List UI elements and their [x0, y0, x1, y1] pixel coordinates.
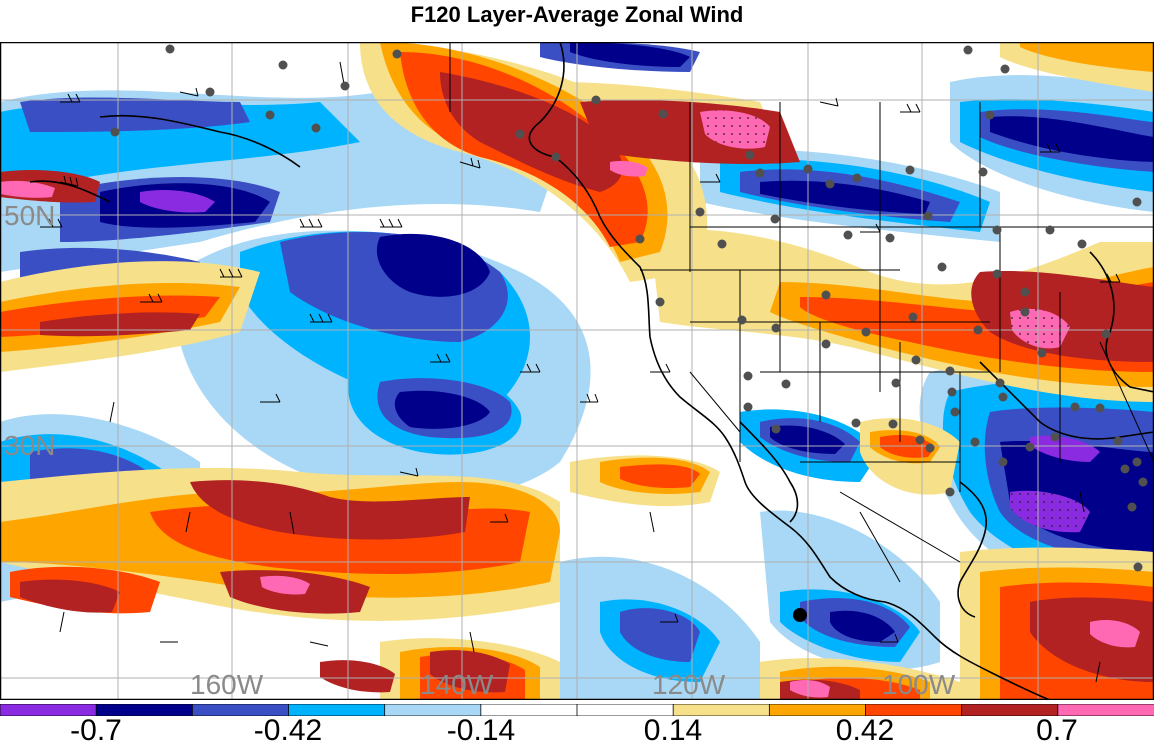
- colorbar: [0, 704, 1154, 716]
- lat-label-50n: 50N: [4, 200, 55, 231]
- highlight-marker: [793, 608, 807, 622]
- colorbar-tick-label: -0.14: [446, 714, 516, 747]
- lon-label-120w: 120W: [652, 669, 726, 700]
- colorbar-segment: [1057, 704, 1154, 716]
- state-borders: [449, 42, 1154, 583]
- colorbar-tick-label: -0.7: [70, 714, 122, 747]
- colorbar-tick-label: 0.7: [1036, 714, 1078, 747]
- zonal-wind-map: 50N 30N 160W 140W 120W 100W: [0, 42, 1154, 700]
- station-markers: [110, 44, 1148, 572]
- lon-label-140w: 140W: [420, 669, 494, 700]
- map-title: F120 Layer-Average Zonal Wind: [410, 2, 744, 27]
- lat-label-30n: 30N: [4, 430, 55, 461]
- colorbar-tick-label: 0.14: [643, 714, 703, 747]
- wind-barbs: [40, 61, 1121, 683]
- lon-label-100w: 100W: [882, 669, 956, 700]
- colorbar-tick-label: -0.42: [253, 714, 323, 747]
- lon-label-160w: 160W: [190, 669, 264, 700]
- colorbar-tick-label: 0.42: [835, 714, 895, 747]
- graticule: [0, 42, 1154, 700]
